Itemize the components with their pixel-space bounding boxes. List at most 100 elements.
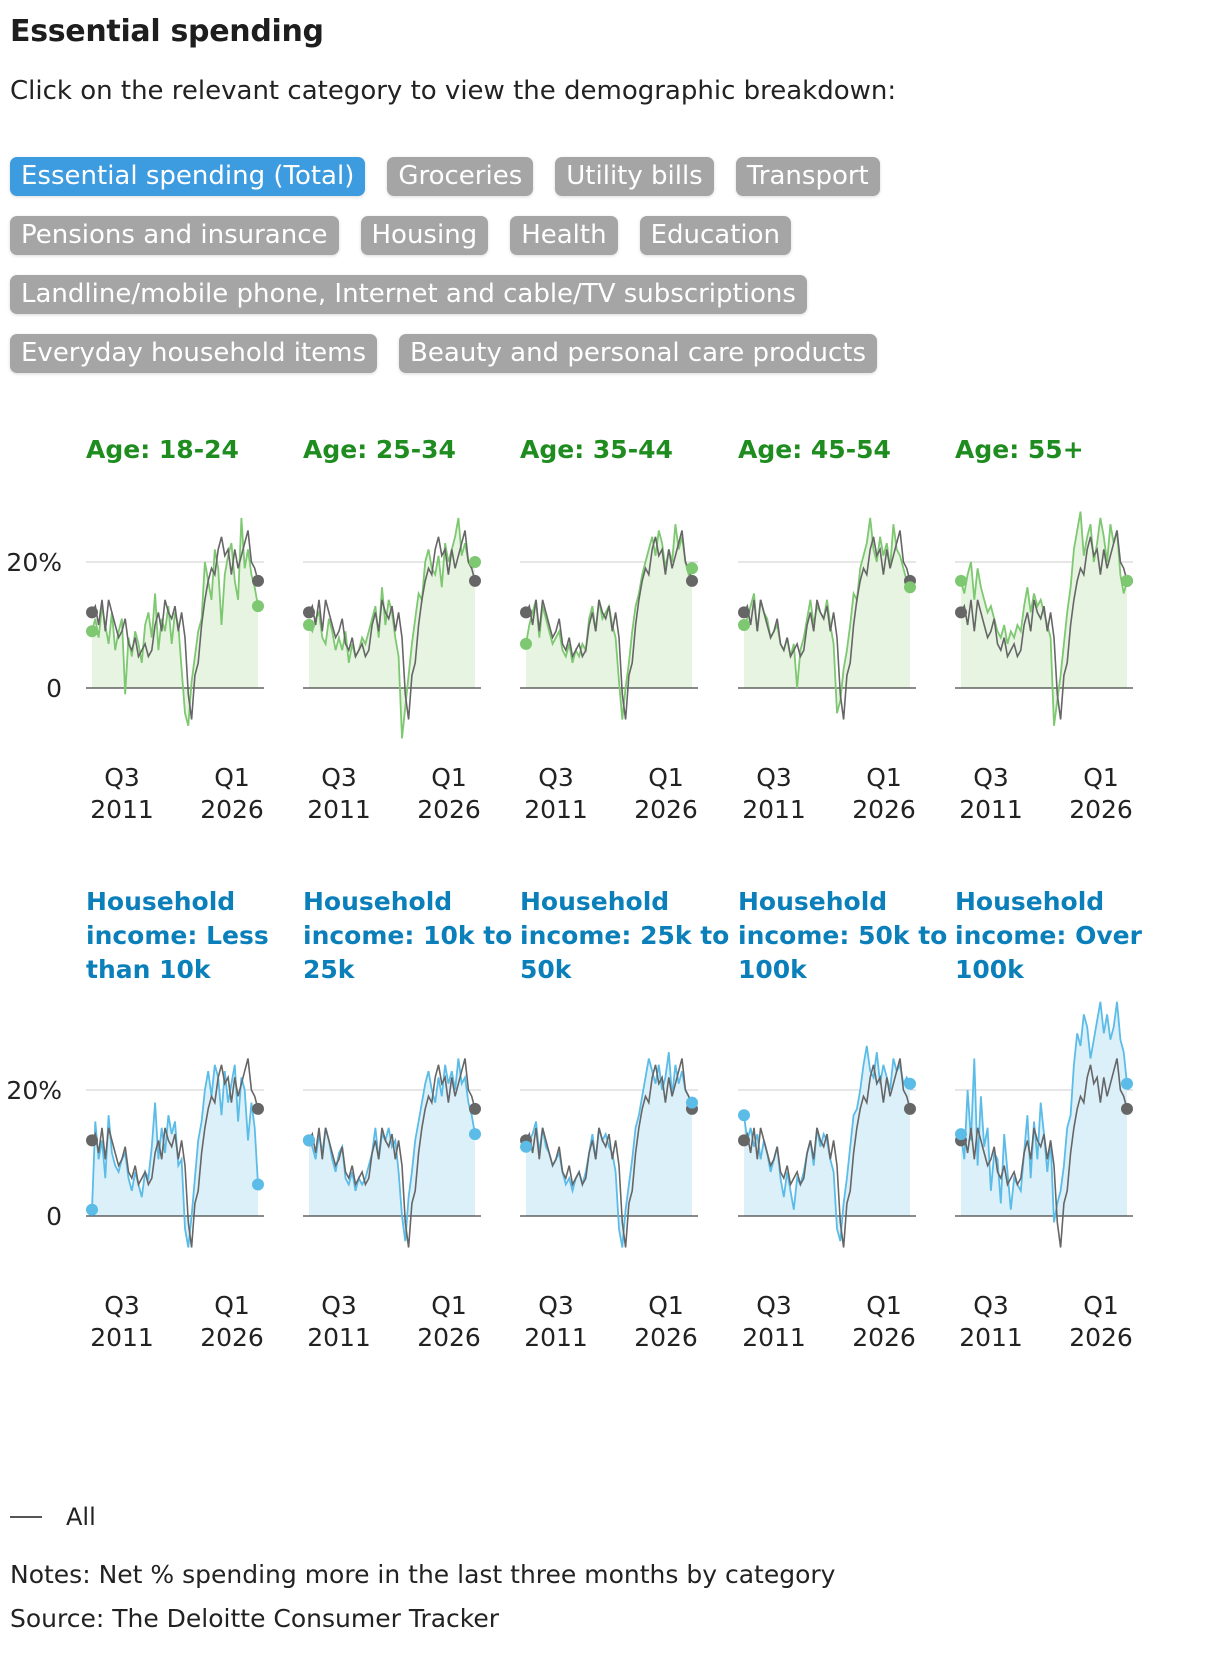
- source: Source: The Deloitte Consumer Tracker: [10, 1604, 500, 1633]
- all-series-line: [91, 1058, 259, 1248]
- series-area: [92, 517, 258, 726]
- x-tick-label: Q1: [648, 1291, 684, 1320]
- panel-age-55: Age: 55+ Q3 2011 Q1 2026: [955, 435, 1133, 824]
- all-start-dot: [86, 606, 98, 619]
- x-tick-label: Q1: [1083, 1291, 1119, 1320]
- category-button-pensions-and-insurance[interactable]: Pensions and insurance: [10, 216, 339, 255]
- series-end-dot: [1121, 574, 1133, 587]
- panel-title: 100k: [738, 955, 808, 984]
- x-tick-label: Q1: [431, 1291, 467, 1320]
- x-tick-label: Q1: [431, 763, 467, 792]
- all-series-line: [960, 530, 1128, 720]
- notes: Notes: Net % spending more in the last t…: [10, 1560, 836, 1589]
- all-end-dot: [1121, 1102, 1133, 1115]
- x-tick-label: 2011: [307, 795, 371, 824]
- x-tick-label: 2011: [307, 1323, 371, 1352]
- all-start-dot: [955, 606, 967, 619]
- x-tick-label: 2011: [90, 1323, 154, 1352]
- all-start-dot: [738, 1134, 750, 1147]
- panel-title: Age: 18-24: [86, 435, 239, 464]
- category-button-essential-spending-total[interactable]: Essential spending (Total): [10, 157, 366, 196]
- panel-age-25-34: Age: 25-34 Q3 2011 Q1 2026: [303, 435, 481, 824]
- y-tick-label: 20%: [6, 1076, 62, 1105]
- x-tick-label: Q1: [214, 763, 250, 792]
- all-series-line: [525, 530, 693, 720]
- series-start-dot: [738, 619, 750, 631]
- all-series-line: [743, 530, 911, 720]
- x-tick-label: 2011: [90, 795, 154, 824]
- x-tick-label: Q3: [104, 1291, 140, 1320]
- category-button-housing[interactable]: Housing: [360, 216, 489, 255]
- series-end-dot: [469, 556, 481, 568]
- x-tick-label: 2011: [524, 1323, 588, 1352]
- legend: All: [10, 1500, 96, 1534]
- y-tick-label: 0: [46, 674, 62, 703]
- x-tick-label: 2011: [959, 1323, 1023, 1352]
- series-area: [961, 511, 1127, 726]
- x-tick-label: 2026: [1069, 1323, 1133, 1352]
- panel-title: income: 50k to: [738, 921, 947, 950]
- category-button-everyday-household-items[interactable]: Everyday household items: [10, 334, 378, 373]
- x-tick-label: 2026: [200, 795, 264, 824]
- all-start-dot: [738, 606, 750, 619]
- small-multiples-chart: 0 20% Age: 18-24 Q3 2011 Q1 2026 Age: 25-34 Q3 20…: [6, 435, 1143, 1352]
- series-start-dot: [303, 619, 315, 631]
- x-tick-label: Q1: [1083, 763, 1119, 792]
- x-tick-label: 2026: [852, 1323, 916, 1352]
- all-end-dot: [469, 574, 481, 587]
- series-line: [960, 511, 1128, 726]
- category-button-groceries[interactable]: Groceries: [387, 157, 534, 196]
- panel-age-18-24: Age: 18-24 Q3 2011 Q1 2026: [86, 435, 264, 824]
- series-start-dot: [738, 1109, 750, 1122]
- category-button-utility-bills[interactable]: Utility bills: [555, 157, 714, 196]
- series-line: [91, 517, 259, 727]
- series-end-dot: [904, 581, 916, 594]
- all-series-line: [960, 1058, 1128, 1248]
- x-tick-label: 2011: [959, 795, 1023, 824]
- category-button-transport[interactable]: Transport: [735, 157, 880, 196]
- button-row: Landline/mobile phone, Internet and cabl…: [10, 275, 1190, 314]
- button-row: Essential spending (Total) Groceries Utili…: [10, 157, 1190, 196]
- all-series-line: [743, 1058, 911, 1248]
- panel-title: Age: 35-44: [520, 435, 673, 464]
- panel-age-45-54: Age: 45-54 Q3 2011 Q1 2026: [738, 435, 916, 824]
- panel-title: Household: [738, 887, 887, 916]
- all-start-dot: [86, 1134, 98, 1147]
- panel-title: Age: 25-34: [303, 435, 456, 464]
- category-button-education[interactable]: Education: [639, 216, 792, 255]
- panel-title: income: Over: [955, 921, 1143, 950]
- x-tick-label: 2011: [742, 1323, 806, 1352]
- panel-title: Household: [520, 887, 669, 916]
- series-area: [309, 517, 475, 739]
- x-tick-label: Q3: [538, 763, 574, 792]
- category-button-health[interactable]: Health: [510, 216, 618, 255]
- panel-title: 50k: [520, 955, 573, 984]
- panel-household-income-over-100k: Household income: Over 100k Q3 2011 Q1 2026: [955, 887, 1143, 1352]
- category-button-landline-mobile-phone-internet-and-cable-tv-subscriptions[interactable]: Landline/mobile phone, Internet and cabl…: [10, 275, 807, 314]
- series-area: [961, 1001, 1127, 1223]
- x-tick-label: 2011: [742, 795, 806, 824]
- series-area: [526, 1052, 692, 1248]
- all-series-line: [308, 1058, 476, 1248]
- series-line: [743, 1045, 911, 1242]
- all-start-dot: [520, 606, 532, 619]
- series-end-dot: [252, 1178, 264, 1191]
- category-buttons: Essential spending (Total) Groceries Utili…: [10, 157, 1190, 393]
- all-end-dot: [904, 1102, 916, 1115]
- page-subtitle: Click on the relevant category to view t…: [10, 76, 897, 106]
- x-tick-label: Q3: [756, 763, 792, 792]
- series-area: [526, 524, 692, 720]
- y-tick-label: 0: [46, 1202, 62, 1231]
- panel-title: Household: [86, 887, 235, 916]
- x-tick-label: 2026: [1069, 795, 1133, 824]
- panel-title: 100k: [955, 955, 1025, 984]
- series-start-dot: [86, 625, 98, 638]
- all-series-line: [308, 530, 476, 720]
- series-start-dot: [86, 1203, 98, 1216]
- x-tick-label: 2026: [417, 795, 481, 824]
- series-area: [309, 1058, 475, 1242]
- x-tick-label: Q1: [214, 1291, 250, 1320]
- x-tick-label: 2011: [524, 795, 588, 824]
- category-button-beauty-and-personal-care-products[interactable]: Beauty and personal care products: [399, 334, 878, 373]
